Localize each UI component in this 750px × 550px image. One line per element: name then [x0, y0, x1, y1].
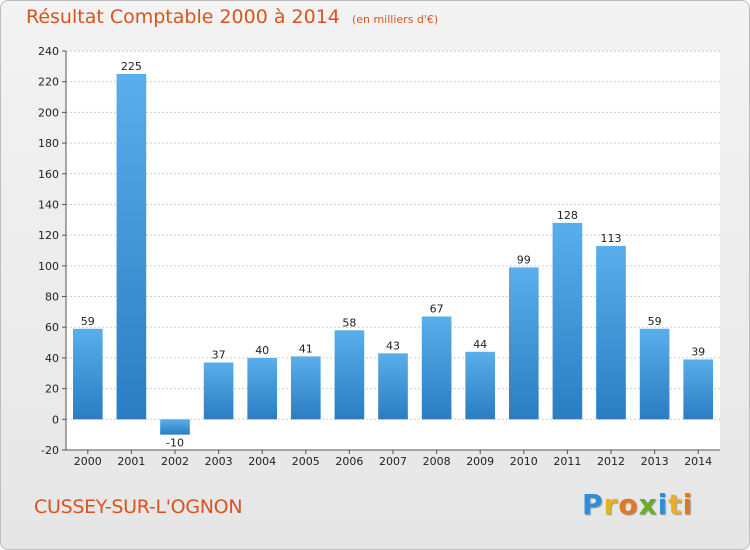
bar-2008	[421, 316, 452, 420]
value-label-2014: 39	[691, 345, 705, 358]
y-tick-label: 220	[38, 76, 59, 89]
chart-subtitle: (en milliers d'€)	[351, 13, 439, 26]
x-tick-label-2007: 2007	[379, 455, 407, 468]
y-tick-label: 40	[45, 352, 59, 365]
bar-2003	[203, 362, 234, 420]
logo-letter: r	[603, 488, 619, 521]
logo-letter: t	[668, 488, 683, 521]
bar-2012	[596, 245, 626, 420]
town-name: CUSSEY-SUR-L'OGNON	[34, 496, 243, 518]
value-label-2007: 43	[386, 339, 400, 352]
bar-2004	[247, 357, 278, 420]
x-tick-label-2005: 2005	[292, 455, 320, 468]
y-tick-label: -20	[41, 444, 59, 457]
value-label-2012: 113	[601, 232, 622, 245]
x-tick-label-2003: 2003	[205, 455, 233, 468]
value-label-2006: 58	[342, 316, 356, 329]
x-tick-label-2008: 2008	[423, 455, 451, 468]
y-tick-label: 100	[38, 260, 59, 273]
bar-2013	[639, 328, 670, 420]
x-tick-label-2006: 2006	[335, 455, 363, 468]
logo-letter: i	[657, 488, 669, 521]
y-tick-label: 200	[38, 106, 59, 119]
x-tick-label-2012: 2012	[597, 455, 625, 468]
value-label-2009: 44	[473, 338, 487, 351]
x-tick-label-2013: 2013	[641, 455, 669, 468]
x-tick-label-2009: 2009	[466, 455, 494, 468]
x-tick-label-2010: 2010	[510, 455, 538, 468]
x-tick-label-2002: 2002	[161, 455, 189, 468]
value-label-2002: -10	[166, 437, 184, 450]
bar-2007	[378, 353, 408, 420]
x-tick-label-2011: 2011	[553, 455, 581, 468]
bar-2010	[508, 267, 539, 420]
bar-2002	[160, 419, 190, 435]
logo-letter: i	[682, 488, 694, 521]
bar-2014	[683, 359, 714, 420]
logo-letter: P	[582, 488, 604, 521]
value-label-2005: 41	[299, 342, 313, 355]
y-tick-label: 160	[38, 168, 59, 181]
logo-letter: x	[638, 488, 658, 521]
x-tick-label-2000: 2000	[74, 455, 102, 468]
value-label-2001: 225	[121, 60, 142, 73]
bar-2001	[116, 74, 147, 420]
y-tick-label: 140	[38, 198, 59, 211]
y-tick-label: 60	[45, 321, 59, 334]
chart-title-text: Résultat Comptable 2000 à 2014	[26, 6, 340, 28]
x-tick-label-2001: 2001	[117, 455, 145, 468]
chart-title: Résultat Comptable 2000 à 2014 (en milli…	[26, 6, 438, 28]
value-label-2003: 37	[212, 349, 226, 362]
proxiti-logo: Proxiti	[582, 488, 693, 521]
y-tick-label: 120	[38, 229, 59, 242]
value-label-2000: 59	[81, 315, 95, 328]
x-tick-label-2014: 2014	[684, 455, 712, 468]
y-tick-label: 20	[45, 383, 59, 396]
bar-2006	[334, 330, 365, 420]
logo-letter: o	[618, 488, 639, 521]
bar-2005	[290, 356, 321, 420]
value-label-2011: 128	[557, 209, 578, 222]
value-label-2008: 67	[430, 302, 444, 315]
value-label-2004: 40	[255, 344, 269, 357]
bar-2009	[465, 351, 496, 420]
y-tick-label: 0	[52, 413, 59, 426]
y-tick-label: 240	[38, 45, 59, 58]
value-label-2010: 99	[517, 253, 531, 266]
bar-2011	[552, 222, 583, 420]
y-tick-label: 180	[38, 137, 59, 150]
y-tick-label: 80	[45, 291, 59, 304]
x-tick-label-2004: 2004	[248, 455, 276, 468]
bar-2000	[72, 328, 103, 420]
value-label-2013: 59	[648, 315, 662, 328]
